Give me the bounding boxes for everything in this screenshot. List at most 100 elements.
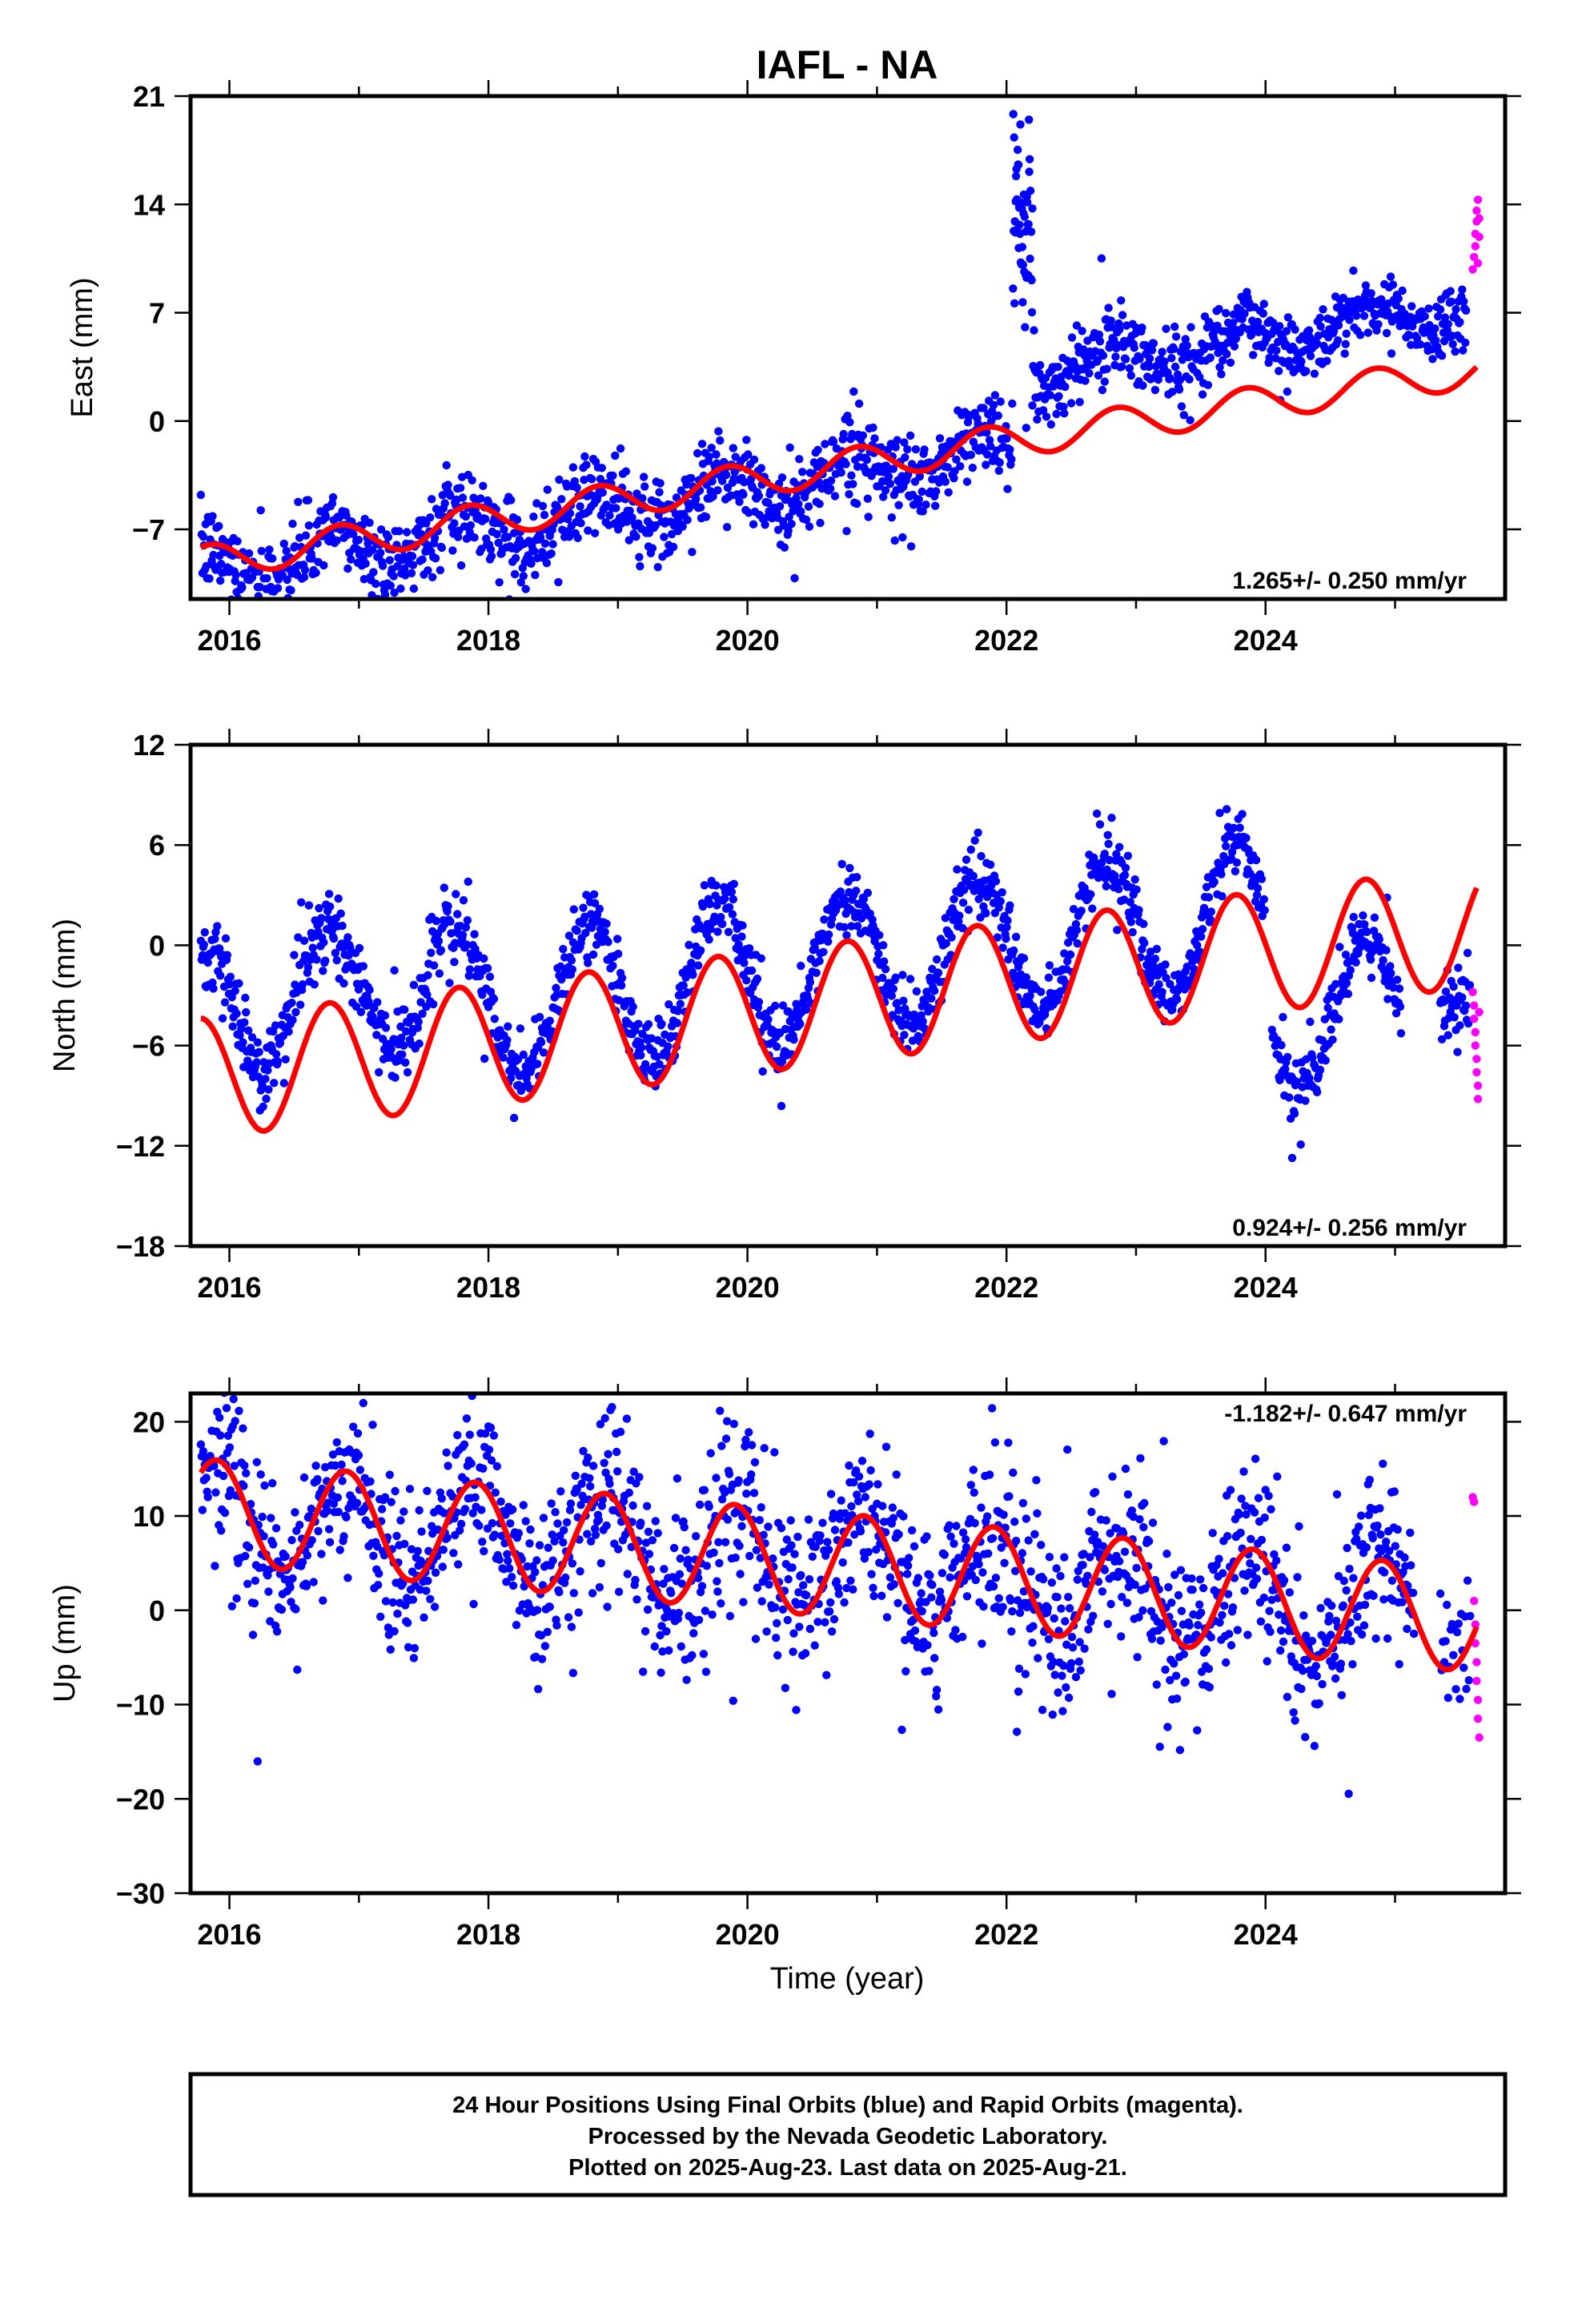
data-point-final — [334, 894, 343, 903]
data-point-final — [608, 961, 617, 971]
data-point-final — [616, 444, 625, 453]
data-point-final — [533, 1606, 542, 1614]
data-point-final — [217, 1526, 226, 1535]
x-tick-label: 2024 — [1234, 1271, 1298, 1304]
data-point-final — [1339, 1576, 1349, 1586]
data-point-final — [1327, 1630, 1335, 1639]
data-point-final — [1007, 1627, 1016, 1636]
data-point-final — [342, 1513, 351, 1522]
data-point-final — [590, 899, 600, 908]
data-point-final — [635, 553, 644, 561]
data-point-final — [1107, 1690, 1116, 1699]
data-point-final — [833, 1583, 843, 1592]
data-point-final — [294, 933, 303, 942]
data-point-final — [1098, 351, 1108, 360]
data-point-final — [1275, 1610, 1283, 1619]
data-point-final — [1011, 1566, 1020, 1576]
data-point-final — [321, 956, 330, 965]
data-point-final — [478, 1538, 487, 1546]
data-point-final — [1144, 954, 1153, 963]
data-point-final — [1355, 1522, 1363, 1531]
data-point-final — [742, 976, 751, 985]
data-point-final — [914, 495, 924, 504]
data-point-final — [1150, 385, 1160, 395]
data-point-final — [1323, 1003, 1332, 1012]
data-point-final — [1175, 376, 1185, 384]
x-tick-label: 2018 — [456, 1918, 520, 1951]
data-point-final — [1275, 322, 1284, 331]
data-point-final — [1348, 1660, 1357, 1669]
data-point-final — [1256, 1617, 1266, 1626]
data-point-final — [1231, 866, 1240, 876]
data-point-final — [1195, 1600, 1204, 1609]
data-point-final — [600, 1413, 609, 1423]
data-point-final — [217, 560, 226, 569]
data-point-final — [531, 570, 540, 580]
data-point-final — [1007, 455, 1016, 464]
data-point-final — [901, 1004, 909, 1013]
data-point-final — [1266, 1627, 1275, 1636]
data-point-final — [221, 934, 231, 943]
data-point-final — [1231, 334, 1241, 344]
data-point-final — [747, 966, 757, 975]
data-point-final — [424, 971, 432, 980]
data-point-final — [1226, 358, 1235, 367]
data-point-final — [380, 590, 390, 599]
data-point-final — [687, 959, 696, 967]
data-point-final — [244, 1543, 254, 1552]
data-point-final — [968, 463, 978, 472]
data-point-final — [672, 493, 681, 502]
data-point-final — [1108, 1472, 1117, 1482]
data-point-final — [1025, 155, 1034, 163]
data-point-final — [849, 1478, 858, 1487]
data-point-final — [922, 1532, 931, 1541]
data-point-final — [484, 498, 493, 507]
data-point-final — [559, 1538, 568, 1547]
data-point-final — [1072, 321, 1082, 330]
data-point-final — [564, 1613, 573, 1622]
data-point-final — [473, 1377, 481, 1385]
data-point-final — [248, 1630, 258, 1639]
data-point-final — [989, 400, 998, 409]
data-point-final — [368, 545, 377, 554]
data-point-final — [469, 1599, 478, 1609]
data-point-final — [495, 578, 504, 587]
data-point-final — [453, 1430, 462, 1440]
data-point-final — [930, 987, 939, 995]
data-point-final — [962, 1592, 972, 1601]
data-point-final — [795, 1622, 804, 1631]
data-point-final — [891, 443, 900, 452]
data-point-final — [1138, 381, 1147, 390]
data-point-final — [489, 995, 499, 1003]
data-point-final — [1321, 1056, 1331, 1065]
data-point-final — [1441, 1637, 1450, 1646]
data-point-final — [744, 450, 753, 459]
data-point-final — [687, 473, 696, 483]
data-point-final — [505, 1564, 514, 1573]
data-point-final — [452, 890, 460, 899]
data-point-final — [669, 542, 678, 552]
final-orbit-points — [196, 805, 1484, 1163]
data-point-final — [1188, 1585, 1197, 1594]
data-point-final — [1196, 1575, 1205, 1584]
data-point-final — [612, 1447, 621, 1457]
data-point-final — [1050, 1671, 1059, 1679]
data-point-final — [418, 555, 427, 564]
data-point-final — [862, 455, 872, 464]
data-point-final — [335, 513, 343, 522]
data-point-final — [741, 951, 749, 960]
data-point-final — [1318, 1679, 1327, 1689]
data-point-final — [881, 486, 890, 495]
data-point-final — [696, 503, 705, 512]
data-point-final — [644, 1019, 653, 1029]
data-point-final — [735, 946, 744, 955]
data-point-final — [741, 1441, 749, 1451]
data-point-final — [407, 569, 416, 577]
data-point-final — [1458, 285, 1467, 294]
data-point-final — [757, 1597, 766, 1606]
data-point-final — [624, 1488, 633, 1498]
data-point-final — [962, 1543, 971, 1552]
data-point-final — [1358, 303, 1367, 312]
data-point-final — [369, 568, 378, 577]
data-point-final — [471, 1493, 480, 1502]
